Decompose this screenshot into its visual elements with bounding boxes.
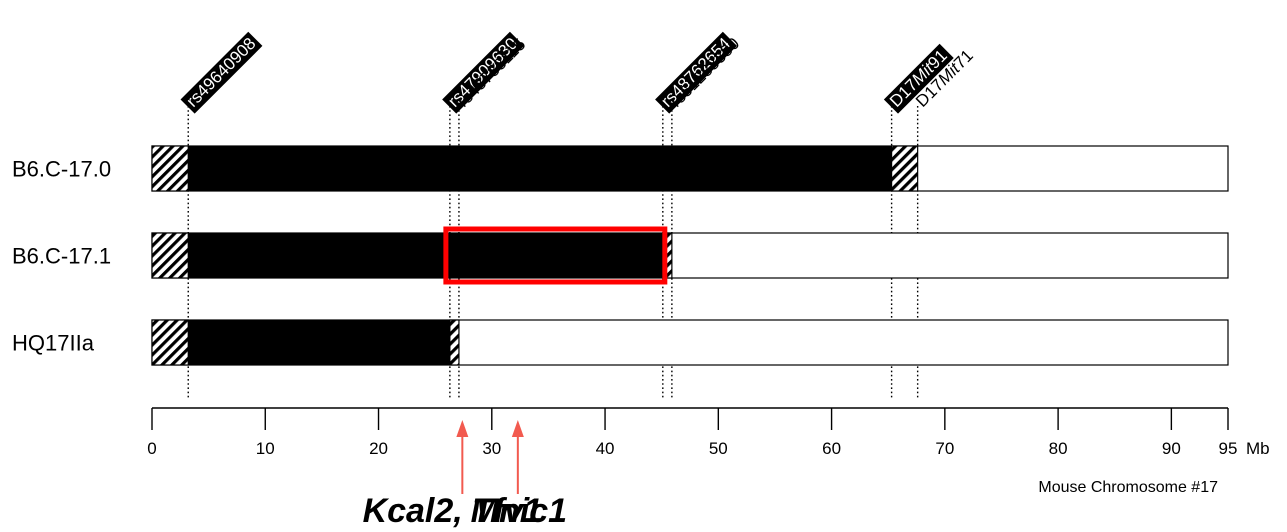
marker-label-rs49640908: rs49640908	[180, 31, 263, 114]
strain-label: B6.C-17.0	[12, 157, 111, 182]
congenic-segment	[188, 320, 450, 365]
highlight-region-box	[443, 226, 668, 285]
axis-tick-label: 10	[256, 439, 275, 458]
hatched-segment-left	[151, 319, 189, 366]
axis-tick-label: 95	[1219, 439, 1238, 458]
congenic-segment	[188, 233, 663, 278]
axis-tick-label: 90	[1162, 439, 1181, 458]
hatched-segment-right	[891, 145, 919, 192]
strain-label: B6.C-17.1	[12, 244, 111, 269]
marker-label-rs48788115: rs48788115	[453, 35, 529, 111]
strain-bars: B6.C-17.0 B6.C-17.1 HQ17IIa	[12, 145, 1229, 366]
gene-arrow-head	[511, 420, 524, 437]
axis-tick-label: 40	[596, 439, 615, 458]
axis-tick-label: 50	[709, 439, 728, 458]
congenic-segment	[188, 146, 892, 191]
gene-label: Kcal2, Tfv1	[363, 492, 543, 530]
axis-tick-label: 80	[1049, 439, 1068, 458]
axis-title: Mouse Chromosome #17	[1038, 479, 1218, 496]
axis-unit: Mb	[1246, 439, 1270, 458]
axis-tick-label: 70	[935, 439, 954, 458]
axis-tick-label: 30	[482, 439, 501, 458]
hatched-segment-left	[151, 232, 189, 279]
hatched-segment-right	[449, 319, 460, 366]
gene-arrow-head	[456, 420, 469, 437]
svg-text:rs48788115: rs48788115	[453, 35, 529, 111]
svg-text:rs51288380: rs51288380	[666, 34, 743, 111]
hatched-segment-left	[151, 145, 189, 192]
axis-tick-label: 60	[822, 439, 841, 458]
strain-label: HQ17IIa	[12, 331, 95, 356]
axis-tick-label: 0	[147, 439, 156, 458]
svg-text:rs49640908: rs49640908	[183, 34, 260, 111]
marker-label-rs51288380: rs51288380	[666, 34, 743, 111]
axis-tick-label: 20	[369, 439, 388, 458]
gene-label: Mnic1	[471, 492, 567, 530]
chromosome-axis: 0 10 20 30 40 50 60 70 80 90 95 Mb Mouse Chromosome …	[147, 407, 1270, 496]
